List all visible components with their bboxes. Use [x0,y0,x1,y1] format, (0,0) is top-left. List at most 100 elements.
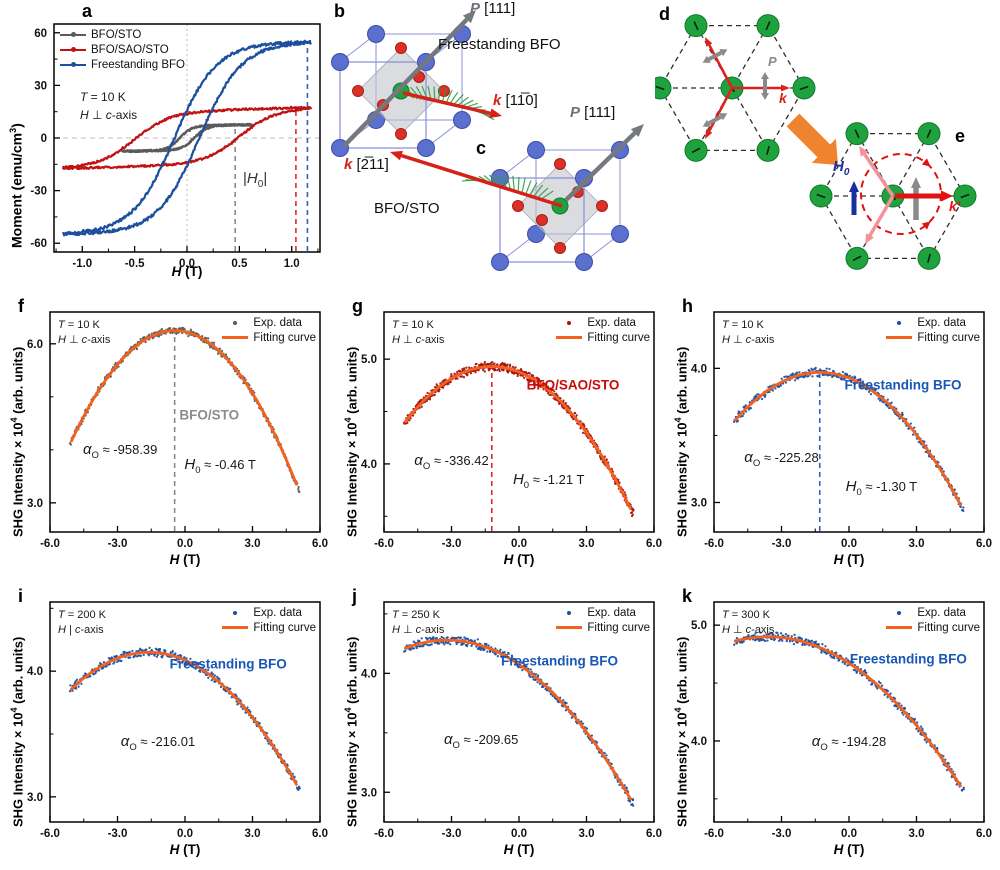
alpha-annotation: αO ≈ -225.28 [744,449,819,470]
field-orientation-label: H ⊥ c-axis [722,624,775,636]
axis-ticks: -6.0 -3.0 0.0 3.0 6.0 3.0 4.0 [361,613,662,840]
x-tick-label: 0.0 [841,828,857,840]
legend: BFO/STO BFO/SAO/STO Freestanding BFO [60,27,185,72]
x-axis-label: H (T) [503,552,535,567]
fitting-curve [404,365,632,510]
legend-fitting-curve: Fitting curve [885,620,980,635]
x-tick-label: 0.0 [177,538,193,550]
temperature-label: T = 10 K [722,319,764,331]
alpha-annotation: αO ≈ -958.39 [82,440,158,461]
alpha-annotation: αO ≈ -194.28 [811,733,887,753]
legend-item-label: Freestanding BFO [91,58,185,71]
panel-a-hysteresis: -1.0 -0.5 0.0 0.5 1.0 -60 -30 0 30 60 a Moment (e… [0,0,334,290]
plot-legend: Exp. data Fitting curve [555,315,650,345]
exp-data-marker-icon [221,610,249,615]
x-tick-label: -3.0 [442,828,462,840]
shg-panel-f: -6.0 -3.0 0.0 3.0 6.0 3.0 6.0 f SHG Intensity … [2,292,334,580]
shg-plot: -6.0 -3.0 0.0 3.0 6.0 3.0 4.0 [27,601,328,840]
panel-bc-crystal-structures: b c P [111] Freestanding BFO k [11̅0] P … [330,0,672,290]
x-axis-label: H (T) [171,264,203,279]
panel-letter-d: d [659,4,670,24]
x-tick-label: -6.0 [704,828,724,840]
legend-item: Freestanding BFO [60,57,185,72]
legend-exp-data: Exp. data [221,605,316,620]
x-tick-label: 0.0 [841,538,857,550]
y-axis-label: SHG Intensity × 104 (arb. units) [9,636,26,827]
legend-exp-data: Exp. data [555,605,650,620]
x-axis-label: H (T) [169,552,201,567]
x-tick-label: 3.0 [579,828,595,840]
x-tick-label: -3.0 [772,828,792,840]
fitting-curve [734,635,962,788]
y-tick-label: 60 [34,28,47,40]
plot-legend: Exp. data Fitting curve [221,605,316,635]
alpha-annotation: αO ≈ -336.42 [414,451,489,472]
shg-plot: -6.0 -3.0 0.0 3.0 6.0 3.0 4.0 [691,311,992,550]
x-tick-label: 0.0 [179,258,195,270]
rotated-vector-label-e: k′ [949,198,961,214]
sample-label: Freestanding BFO [844,377,962,393]
panel-letter: k [682,586,693,606]
y-tick-label: -30 [30,186,47,198]
y-tick-label: 4.0 [27,666,43,678]
sample-label: Freestanding BFO [169,656,287,672]
x-tick-label: -6.0 [704,538,724,550]
x-tick-label: -6.0 [374,538,394,550]
y-tick-label: 3.0 [691,497,707,509]
legend-line-marker-icon [60,32,86,37]
shg-panel-k: -6.0 -3.0 0.0 3.0 6.0 4.0 5.0 k SHG Intensity … [666,582,998,870]
x-tick-label: 0.5 [231,258,248,270]
measurement-conditions: T = 10 K H ⊥ c-axis [392,318,444,348]
measurement-conditions: T = 10 K H ⊥ c-axis [722,318,774,348]
x-tick-label: 6.0 [312,828,328,840]
panel-letter-b: b [334,1,345,21]
x-tick-label: 1.0 [284,258,300,270]
temperature-label: T = 10 K [392,319,434,331]
x-tick-label: -1.0 [72,258,92,270]
x-tick-label: 3.0 [909,538,925,550]
legend-exp-data: Exp. data [555,315,650,330]
fit-line-icon [885,626,913,629]
sample-label-b: Freestanding BFO [438,36,561,53]
x-axis-label: H (T) [503,842,535,857]
field-orientation-label: H ⊥ c-axis [722,334,775,346]
legend-item-label: BFO/SAO/STO [91,43,169,56]
hysteresis-plot: -1.0 -0.5 0.0 0.5 1.0 -60 -30 0 30 60 [30,23,321,270]
legend-item: BFO/SAO/STO [60,42,185,57]
polarization-label-c: P [111] [570,104,616,121]
h0-annotation: H0 ≈ -1.21 T [512,471,585,492]
field-orientation-label: H ⊥ c-axis [58,334,111,346]
measurement-conditions: T = 10 K H ⊥ c-axis [58,318,110,348]
crystal-structure-drawing [331,10,644,271]
panel-letter: h [682,296,693,316]
x-tick-label: 6.0 [646,828,662,840]
exp-data-marker-icon [221,320,249,325]
y-tick-label: -60 [30,238,47,250]
y-tick-label: 5.0 [361,354,377,366]
sample-label: BFO/SAO/STO [526,377,620,393]
legend-exp-data: Exp. data [221,315,316,330]
y-axis-label: SHG Intensity × 104 (arb. units) [9,346,26,537]
panel-letter-a: a [82,1,93,21]
y-tick-label: 6.0 [27,339,43,351]
x-tick-label: 3.0 [245,538,261,550]
exp-data-marker-icon [555,320,583,325]
temperature-label: T = 300 K [722,609,771,621]
fit-line-icon [555,626,583,629]
series-bfo-sto [120,122,254,154]
axis-ticks: -1.0 -0.5 0.0 0.5 1.0 -60 -30 0 30 60 [30,28,319,270]
measurement-conditions: T = 200 K H | c-axis [58,608,106,638]
panel-letter: g [352,296,363,316]
legend-item: BFO/STO [60,27,185,42]
field-orientation-label: H | c-axis [58,624,104,636]
x-axis-label: H (T) [833,552,865,567]
legend-fitting-curve: Fitting curve [555,330,650,345]
axis-ticks: -6.0 -3.0 0.0 3.0 6.0 3.0 4.0 [27,607,328,840]
fitting-curve [404,638,632,801]
plot-legend: Exp. data Fitting curve [885,605,980,635]
legend-exp-data: Exp. data [885,315,980,330]
axis-ticks: -6.0 -3.0 0.0 3.0 6.0 3.0 4.0 [691,363,992,550]
legend-line-marker-icon [60,62,86,67]
sample-label: Freestanding BFO [500,653,619,669]
